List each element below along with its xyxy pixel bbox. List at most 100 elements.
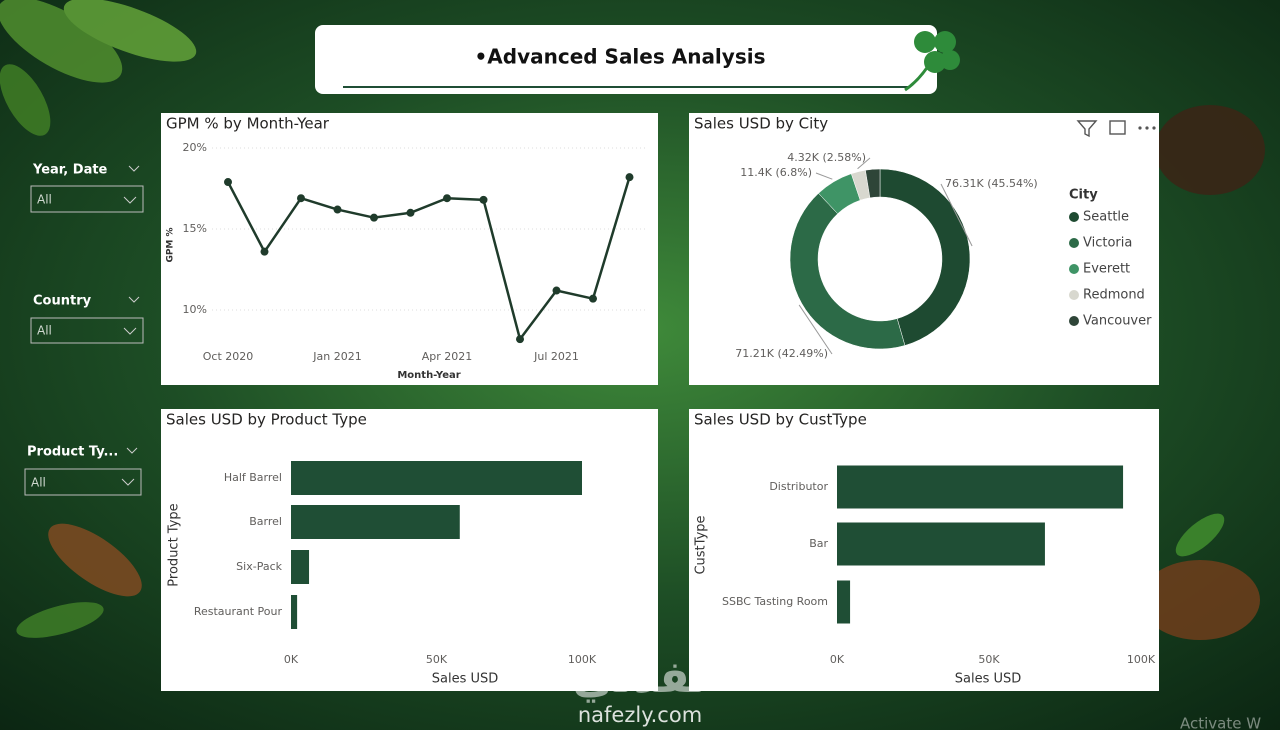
panel: [161, 113, 658, 385]
x-axis-title: Sales USD: [432, 672, 499, 687]
chart-title: GPM % by Month-Year: [166, 115, 330, 133]
donut-slice: [865, 168, 881, 199]
visual-header-icons[interactable]: [1076, 120, 1156, 138]
line-point: [260, 247, 269, 256]
y-tick-label: Half Barrel: [224, 471, 282, 484]
chart-title: Sales USD by Product Type: [166, 411, 367, 429]
activation-notice: Activate W: [1180, 715, 1261, 730]
chart-title: Sales USD by CustType: [694, 411, 867, 429]
y-axis-title: Product Type: [167, 503, 182, 586]
header-box: [315, 25, 937, 94]
line-point: [370, 213, 378, 222]
data-label: 71.21K (42.49%): [735, 347, 828, 360]
x-tick-label: 0K: [830, 653, 845, 666]
bar: [837, 465, 1124, 509]
data-label: 4.32K (2.58%): [787, 151, 866, 164]
slicer[interactable]: Product Ty... All: [24, 445, 142, 496]
x-tick-label: Oct 2020: [203, 350, 254, 363]
legend-marker: [1069, 264, 1079, 274]
line-point: [224, 178, 232, 187]
legend-label: Redmond: [1083, 288, 1145, 303]
legend-marker: [1069, 212, 1079, 222]
bar: [837, 580, 851, 624]
slicer-dropdown[interactable]: [24, 468, 142, 496]
y-tick-label: 20%: [183, 141, 207, 154]
slicer[interactable]: Country All: [30, 294, 144, 344]
line-point: [625, 173, 634, 182]
bar: [837, 522, 1045, 566]
leader-line: [940, 183, 973, 247]
slicer-value: All: [31, 476, 46, 490]
data-label: 76.31K (45.54%): [945, 177, 1038, 190]
leader-line: [857, 157, 871, 170]
slicer[interactable]: Year, Date All: [30, 163, 144, 213]
bar: [291, 461, 582, 495]
chevron: [128, 165, 140, 172]
legend-marker: [1069, 238, 1079, 248]
line-point: [516, 335, 524, 344]
y-tick-label: Restaurant Pour: [194, 605, 283, 618]
line-point: [552, 286, 561, 295]
chevron: [123, 196, 137, 204]
x-tick-label: Jan 2021: [312, 350, 361, 363]
filter-icon[interactable]: [1076, 120, 1098, 138]
legend-marker: [1069, 316, 1079, 326]
data-label: 11.4K (6.8%): [740, 166, 812, 179]
legend-label: Everett: [1083, 262, 1130, 277]
legend-marker: [1069, 290, 1079, 300]
slicer-label: Year, Date: [32, 163, 108, 178]
chevron: [128, 296, 140, 303]
y-axis-title: CustType: [694, 515, 709, 574]
x-tick-label: Apr 2021: [422, 350, 473, 363]
x-tick-label: 50K: [426, 653, 448, 666]
legend-label: Victoria: [1083, 236, 1132, 251]
y-tick-label: Six-Pack: [236, 560, 282, 573]
panel: [161, 409, 658, 691]
y-tick-label: 10%: [183, 303, 207, 316]
chart-title: Sales USD by City: [694, 115, 828, 133]
slicer-label: Country: [33, 294, 92, 309]
shamrock-icon: [904, 31, 960, 92]
line-series: [226, 176, 631, 342]
panel: [689, 113, 1159, 385]
legend-label: Vancouver: [1083, 314, 1152, 329]
focus-icon[interactable]: [1109, 120, 1126, 135]
leader-line: [798, 304, 833, 355]
line-point: [406, 208, 415, 217]
y-tick-label: 15%: [183, 222, 207, 235]
line-point: [443, 194, 451, 203]
bar: [291, 550, 310, 584]
x-tick-label: Jul 2021: [533, 350, 579, 363]
leader-line: [815, 172, 833, 180]
watermark-site: nafezly.com: [578, 703, 702, 727]
slicer-label: Product Ty...: [27, 445, 118, 460]
x-tick-label: 100K: [1127, 653, 1156, 666]
slicer-dropdown[interactable]: [30, 317, 144, 344]
legend-label: Seattle: [1083, 210, 1129, 225]
line-point: [479, 195, 488, 204]
y-tick-label: Distributor: [769, 480, 828, 493]
chevron: [123, 327, 137, 335]
x-axis-title: Month-Year: [397, 370, 460, 381]
slicer-value: All: [37, 324, 52, 338]
x-axis-title: Sales USD: [955, 672, 1022, 687]
donut-slice: [789, 192, 906, 350]
y-axis-title: GPM %: [166, 227, 176, 262]
line-point: [297, 194, 305, 203]
y-tick-label: Bar: [809, 537, 828, 550]
x-tick-label: 100K: [568, 653, 597, 666]
more-icon[interactable]: [1138, 126, 1156, 130]
bar: [291, 595, 298, 629]
decoration: [0, 0, 1265, 640]
dashboard-title: •Advanced Sales Analysis: [474, 45, 765, 69]
bar: [291, 505, 460, 539]
x-tick-label: 0K: [284, 653, 299, 666]
legend-title: City: [1069, 188, 1098, 203]
chevron: [126, 447, 138, 454]
x-tick-label: 50K: [978, 653, 1000, 666]
slicer-dropdown[interactable]: [30, 185, 144, 213]
y-tick-label: Barrel: [249, 515, 282, 528]
line-point: [589, 294, 597, 303]
